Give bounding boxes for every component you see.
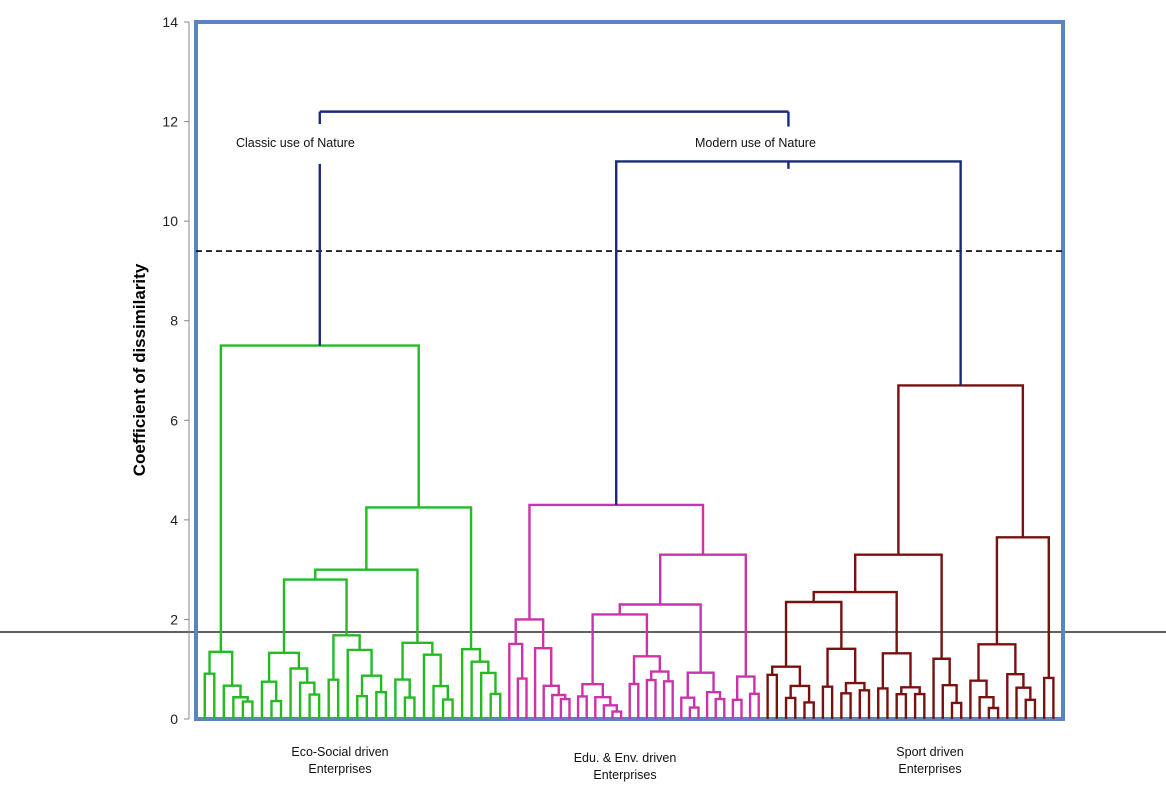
dendrogram-link <box>844 681 866 694</box>
dendrogram-link <box>659 553 747 677</box>
dendrogram-link <box>628 682 640 719</box>
dendrogram-link <box>714 697 726 719</box>
dendrogram-link <box>219 344 420 652</box>
dendrogram-link <box>208 650 234 686</box>
dendrogram-link <box>1015 686 1032 719</box>
dendrogram-link <box>508 642 524 719</box>
dendrogram-link <box>327 678 340 719</box>
y-tick-label: 12 <box>162 114 178 130</box>
y-tick-label: 8 <box>170 313 178 329</box>
y-tick-label: 10 <box>162 213 178 229</box>
dendrogram-link <box>1042 676 1055 719</box>
dendrogram-link <box>365 506 473 650</box>
dendrogram-link <box>853 553 943 659</box>
dendrogram-link <box>591 613 649 685</box>
dendrogram-link <box>308 693 321 719</box>
cluster-label: Enterprises <box>593 768 656 782</box>
dendrogram-link <box>686 671 715 698</box>
dendrogram-link <box>1024 698 1037 719</box>
dendrogram-link <box>270 699 283 719</box>
classic-use-annotation: Classic use of Nature <box>236 136 355 150</box>
dendrogram-link <box>282 578 348 653</box>
dendrogram-link <box>748 692 760 719</box>
cluster-label: Eco-Social driven <box>291 745 388 759</box>
modern-use-annotation: Modern use of Nature <box>695 136 816 150</box>
y-axis-ticks: 0 2 4 6 8 10 12 14 <box>162 14 189 727</box>
dendrogram-link <box>489 692 502 719</box>
dendrogram-link <box>516 677 528 719</box>
dendrogram-link <box>897 384 1025 555</box>
dendrogram-link <box>736 675 756 700</box>
dendrogram-link <box>826 647 857 687</box>
dendrogram-link <box>803 701 815 719</box>
dendrogram-links <box>203 110 1055 719</box>
dendrogram-link <box>766 673 779 719</box>
dendrogram-link <box>821 685 834 719</box>
dendrogram-link <box>645 678 657 719</box>
dendrogram-link <box>662 680 674 719</box>
dendrogram-link <box>441 698 454 719</box>
dendrogram-link <box>895 692 908 719</box>
dendrogram-link <box>881 652 912 689</box>
y-axis-label: Coefficient of dissimilarity <box>130 263 149 476</box>
dendrogram-link <box>479 671 497 719</box>
dendrogram-link <box>298 681 316 719</box>
y-tick-label: 6 <box>170 412 178 428</box>
dendrogram-link <box>784 600 843 667</box>
cluster-label: Enterprises <box>898 762 961 776</box>
dendrogram-link <box>403 696 416 719</box>
dendrogram-link <box>705 690 722 719</box>
cluster-label: Sport driven <box>896 745 963 759</box>
dendrogram-link <box>877 687 889 719</box>
dendrogram-link <box>840 692 852 719</box>
dendrogram-link <box>432 684 450 719</box>
y-tick-label: 4 <box>170 512 178 528</box>
dendrogram-link <box>995 536 1050 678</box>
cluster-label: Edu. & Env. driven <box>574 751 677 765</box>
dendrogram-link <box>394 678 411 719</box>
y-tick-label: 0 <box>170 711 178 727</box>
dendrogram-link <box>528 503 705 620</box>
y-tick-label: 14 <box>162 14 178 30</box>
dendrogram-link <box>241 700 254 719</box>
cluster-label: Enterprises <box>308 762 371 776</box>
dendrogram-link <box>267 651 301 682</box>
dendrogram-link <box>559 697 571 719</box>
dendrogram-link <box>950 701 963 719</box>
dendrogram-link <box>356 695 368 719</box>
dendrogram-link <box>401 641 434 680</box>
dendrogram-link <box>375 691 388 719</box>
dendrogram-link <box>913 692 926 719</box>
dendrogram-link <box>203 672 216 719</box>
dendrogram-link <box>789 684 811 703</box>
dendrogram-link <box>858 689 871 719</box>
dendrogram-link <box>731 698 743 719</box>
dendrogram-link <box>576 695 588 719</box>
y-tick-label: 2 <box>170 611 178 627</box>
dendrogram-link <box>784 696 797 719</box>
dendrogram-link <box>615 160 962 505</box>
cluster-labels: Eco-Social driven Enterprises Edu. & Env. … <box>291 745 963 782</box>
